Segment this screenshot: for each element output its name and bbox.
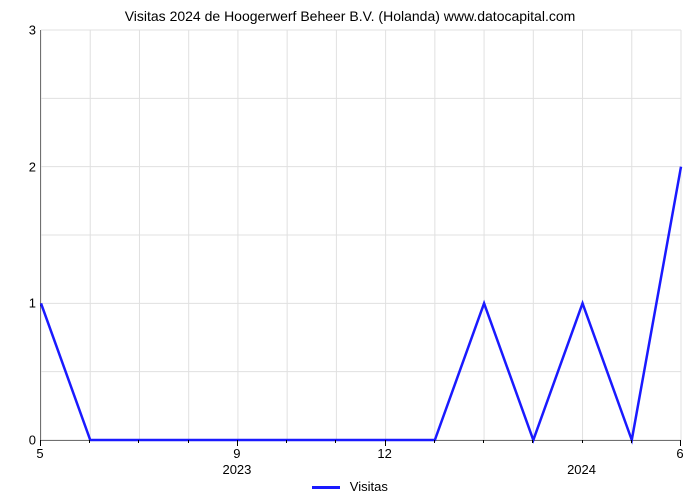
x-tick-minor xyxy=(335,440,336,443)
y-tick-label: 0 xyxy=(6,433,36,448)
x-tick-label: 6 xyxy=(676,446,683,461)
chart-svg xyxy=(41,30,681,440)
plot-area xyxy=(40,30,681,441)
x-tick-minor xyxy=(434,440,435,443)
x-tick-minor xyxy=(582,440,583,443)
y-tick-label: 3 xyxy=(6,23,36,38)
x-year-label: 2024 xyxy=(567,462,596,477)
x-tick-label: 9 xyxy=(233,446,240,461)
x-tick-minor xyxy=(532,440,533,443)
y-tick-label: 2 xyxy=(6,159,36,174)
legend-label: Visitas xyxy=(350,479,388,494)
x-tick-minor xyxy=(138,440,139,443)
chart-container: Visitas 2024 de Hoogerwerf Beheer B.V. (… xyxy=(0,0,700,500)
x-year-label: 2023 xyxy=(222,462,251,477)
legend: Visitas xyxy=(0,479,700,494)
x-tick-minor xyxy=(631,440,632,443)
x-tick-minor xyxy=(286,440,287,443)
x-tick-minor xyxy=(483,440,484,443)
x-tick-label: 12 xyxy=(377,446,391,461)
y-tick-label: 1 xyxy=(6,296,36,311)
chart-title: Visitas 2024 de Hoogerwerf Beheer B.V. (… xyxy=(0,8,700,24)
x-tick-label: 5 xyxy=(36,446,43,461)
x-tick-minor xyxy=(188,440,189,443)
legend-swatch xyxy=(312,486,340,489)
x-tick-minor xyxy=(89,440,90,443)
